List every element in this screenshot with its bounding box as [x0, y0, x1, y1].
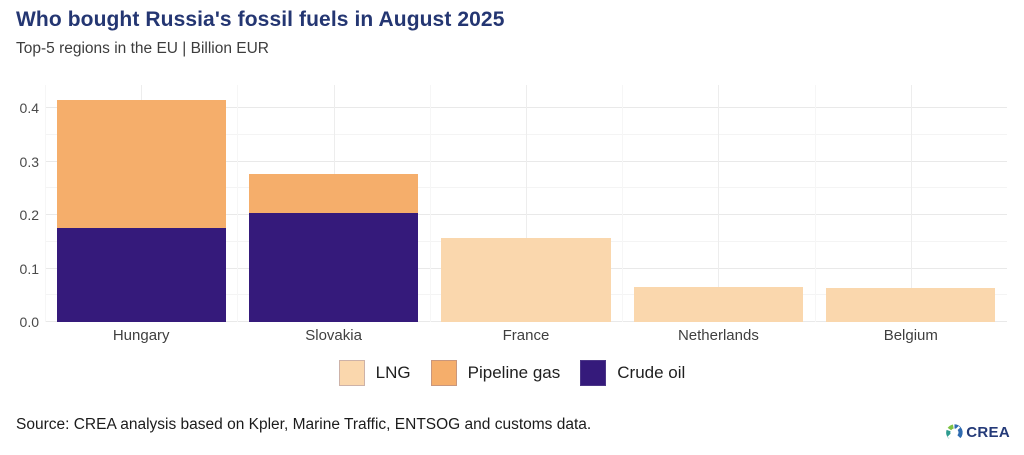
- x-tick-label: Belgium: [883, 327, 938, 344]
- bar-segment-crude-oil: [248, 212, 419, 322]
- chart-subtitle: Top-5 regions in the EU | Billion EUR: [16, 40, 270, 57]
- bar-segment-lng: [633, 287, 804, 322]
- category-cell: [622, 85, 814, 322]
- crea-logo-icon: [946, 424, 963, 441]
- legend-label: Crude oil: [617, 363, 686, 382]
- bar-netherlands: [633, 287, 804, 322]
- chart-title: Who bought Russia's fossil fuels in Augu…: [16, 8, 505, 31]
- legend-item-pipeline-gas: Pipeline gas: [430, 360, 561, 386]
- legend-swatch: [580, 360, 607, 386]
- legend-label: LNG: [375, 363, 411, 382]
- category-cell: [237, 85, 429, 322]
- chart-legend: LNG Pipeline gas Crude oil: [0, 360, 1024, 386]
- x-gridline-minor: [814, 85, 816, 322]
- legend-swatch: [338, 360, 365, 386]
- category-cell: [429, 85, 622, 322]
- legend-swatch: [430, 360, 457, 386]
- bar-slovakia: [248, 173, 419, 322]
- x-tick-label: Slovakia: [305, 327, 362, 344]
- crea-logo: CREA: [946, 424, 1010, 441]
- legend-item-crude-oil: Crude oil: [580, 360, 685, 386]
- source-note: Source: CREA analysis based on Kpler, Ma…: [16, 416, 592, 433]
- bar-france: [441, 238, 611, 322]
- crea-logo-text: CREA: [966, 424, 1010, 441]
- bar-hungary: [56, 100, 226, 322]
- x-gridline: [910, 85, 912, 322]
- plot-area: [45, 85, 1007, 322]
- y-tick-label: 0.3: [19, 153, 39, 170]
- legend-label: Pipeline gas: [467, 363, 561, 382]
- x-tick-label: France: [502, 327, 550, 344]
- x-gridline: [525, 85, 527, 322]
- bar-segment-pipeline-gas: [56, 100, 226, 229]
- y-tick-label: 0.2: [19, 207, 39, 223]
- y-tick-label: 0.4: [19, 100, 39, 116]
- legend-item-lng: LNG: [338, 360, 411, 386]
- x-gridline-minor: [45, 85, 46, 322]
- x-tick-label: Netherlands: [677, 327, 759, 344]
- x-tick-label: Hungary: [112, 327, 170, 344]
- bar-segment-lng: [826, 287, 996, 322]
- bar-belgium: [826, 287, 996, 322]
- x-gridline-minor: [237, 85, 239, 322]
- y-tick-label: 0.1: [19, 260, 39, 277]
- category-cell: [45, 85, 237, 322]
- x-gridline-minor: [622, 85, 624, 322]
- x-gridline-minor: [429, 85, 431, 322]
- bar-segment-lng: [441, 238, 611, 322]
- y-tick-label: 0.0: [19, 314, 39, 330]
- x-gridline: [718, 85, 720, 322]
- bar-segment-pipeline-gas: [248, 173, 419, 213]
- category-cell: [814, 85, 1007, 322]
- bar-segment-crude-oil: [56, 228, 226, 322]
